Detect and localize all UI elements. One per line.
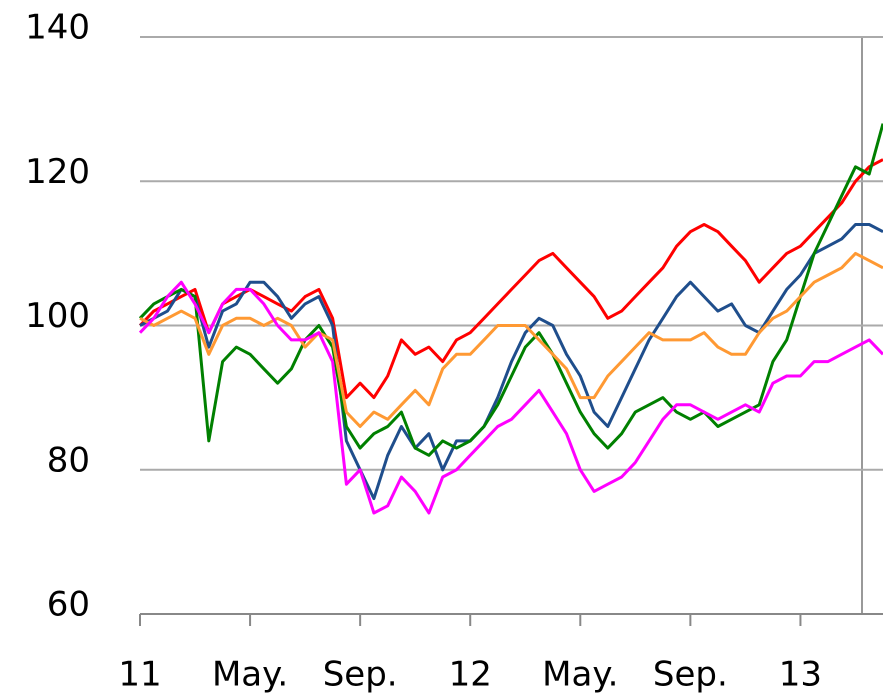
- series-line: [138, 280, 883, 515]
- y-tick-label: 100: [25, 296, 90, 336]
- y-tick-label: 80: [47, 440, 90, 480]
- series-line: [138, 158, 883, 400]
- series-line: [138, 123, 883, 457]
- x-tick-label: Sep.: [323, 655, 398, 695]
- x-tick-label: Sep.: [653, 655, 728, 695]
- y-tick-label: 140: [25, 8, 90, 48]
- x-tick-label: 12: [449, 655, 492, 695]
- x-tick-label: 11: [118, 655, 161, 695]
- x-tick-label: May.: [542, 655, 618, 695]
- y-tick-label: 60: [47, 585, 90, 625]
- y-tick-label: 120: [25, 152, 90, 192]
- series-line: [139, 251, 883, 428]
- x-tick-label: May.: [212, 655, 288, 695]
- x-tick-label: 13: [779, 655, 822, 695]
